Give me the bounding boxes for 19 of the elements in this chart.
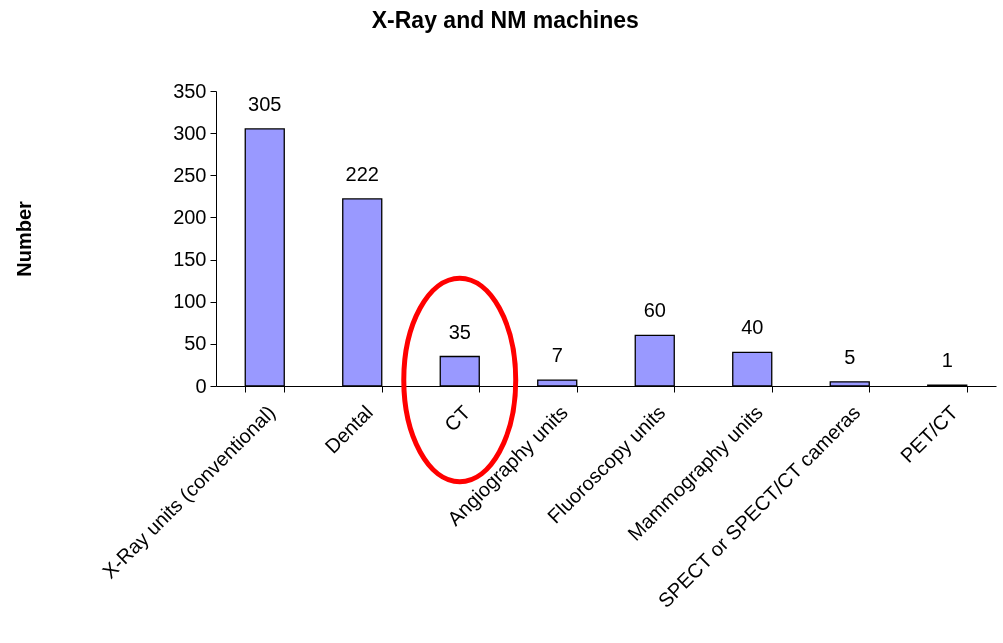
y-tick-label: 200 xyxy=(173,205,207,228)
y-tick-label: 50 xyxy=(184,332,207,355)
data-label: 305 xyxy=(248,92,282,115)
y-tick-label: 250 xyxy=(173,163,207,186)
data-label: 5 xyxy=(844,345,856,368)
data-label: 222 xyxy=(345,162,379,185)
y-axis-title: Number xyxy=(13,201,36,277)
data-label: 1 xyxy=(941,349,953,372)
x-tick-label: CT xyxy=(439,401,475,436)
data-label: 40 xyxy=(741,316,764,339)
y-tick-label: 150 xyxy=(173,248,207,271)
chart-title: X-Ray and NM machines xyxy=(371,7,639,33)
data-label: 60 xyxy=(643,299,666,322)
y-tick-label: 100 xyxy=(173,290,207,313)
y-tick-label: 300 xyxy=(173,121,207,144)
y-tick-label: 350 xyxy=(173,79,207,102)
data-label: 7 xyxy=(551,344,563,367)
data-label: 35 xyxy=(448,320,471,343)
y-tick-label: 0 xyxy=(195,374,207,397)
